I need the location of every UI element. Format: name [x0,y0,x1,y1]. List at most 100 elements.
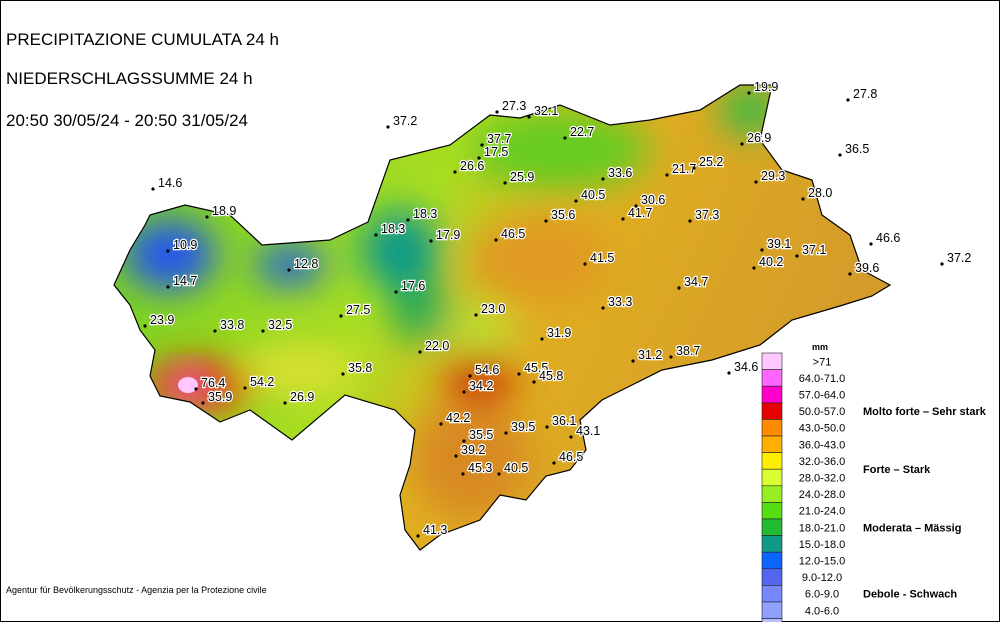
legend-swatch [762,353,782,370]
station-value: 45.8 [539,369,563,383]
station-value: 54.6 [475,363,499,377]
legend-label: 6.0-9.0 [805,589,839,601]
station-dot [665,173,668,176]
station-value: 40.2 [759,255,783,269]
station-dot [429,239,432,242]
station-dot [545,425,548,428]
station-value: 21.7 [672,162,696,176]
legend-swatch [762,502,782,519]
station-value: 54.2 [250,375,274,389]
legend-intensity: Moderata – Mässig [863,522,961,534]
station-value: 35.9 [208,390,232,404]
station-value: 46.5 [559,450,583,464]
station-dot [166,285,169,288]
station-dot [631,359,634,362]
station-dot [692,166,695,169]
station-dot [869,242,872,245]
legend-label: >71 [813,356,832,368]
title-de: NIEDERSCHLAGSSUMME 24 h [6,69,253,88]
legend-swatch [762,453,782,470]
legend-swatch [762,386,782,403]
station-dot [341,372,344,375]
station-dot [462,390,465,393]
station-value: 33.3 [608,295,632,309]
credit: Agentur für Bevölkerungsschutz - Agenzia… [6,585,267,595]
station-value: 37.3 [695,208,719,222]
station-dot [552,461,555,464]
legend-intensity: Debole - Schwach [863,589,957,601]
station-value: 18.3 [381,222,405,236]
legend-label: 32.0-36.0 [799,456,845,468]
station-value: 37.1 [802,243,826,257]
station-dot [243,386,246,389]
station-dot [497,472,500,475]
legend-swatch [762,536,782,553]
station-value: 33.6 [608,166,632,180]
legend-swatch [762,419,782,436]
legend-swatch [762,569,782,586]
station-value: 26.6 [460,159,484,173]
station-dot [621,217,624,220]
legend-label: 36.0-43.0 [799,439,845,451]
station-value: 35.6 [551,208,575,222]
legend-label: 15.0-18.0 [799,539,845,551]
station-dot [495,110,498,113]
station-value: 14.6 [158,176,182,190]
station-dot [439,422,442,425]
station-dot [544,219,547,222]
legend-label: 50.0-57.0 [799,406,845,418]
legend-label: 4.0-6.0 [805,605,839,617]
station-value: 25.9 [510,170,534,184]
legend-swatch [762,619,782,622]
legend-label: 64.0-71.0 [799,373,845,385]
station-value: 28.0 [808,186,832,200]
legend-swatch [762,519,782,536]
legend-swatch [762,469,782,486]
station-value: 43.1 [576,424,600,438]
station-dot [339,314,342,317]
station-value: 25.2 [699,155,723,169]
legend-swatch [762,602,782,619]
station-value: 31.9 [547,326,571,340]
station-value: 27.8 [853,87,877,101]
title-it: PRECIPITAZIONE CUMULATA 24 h [6,30,279,49]
station-value: 26.9 [290,390,314,404]
station-value: 41.5 [590,251,614,265]
station-value: 36.5 [845,142,869,156]
station-dot [846,98,849,101]
station-dot [727,371,730,374]
station-dot [468,374,471,377]
station-value: 18.3 [413,207,437,221]
legend-label: 21.0-24.0 [799,506,845,518]
station-value: 23.0 [481,302,505,316]
station-dot [454,454,457,457]
station-dot [527,115,530,118]
station-value: 36.1 [552,414,576,428]
station-value: 39.1 [767,237,791,251]
station-dot [563,136,566,139]
legend-swatch [762,486,782,503]
station-dot [504,431,507,434]
station-value: 18.9 [212,204,236,218]
legend-swatch [762,370,782,387]
station-value: 12.8 [294,257,318,271]
station-dot [747,91,750,94]
station-dot [213,329,216,332]
station-value: 32.1 [534,104,558,118]
station-dot [601,177,604,180]
station-value: 34.7 [684,275,708,289]
legend-unit: mm [812,342,828,352]
station-dot [848,272,851,275]
legend-swatch [762,403,782,420]
legend-label: 57.0-64.0 [799,390,845,402]
station-value: 14.7 [173,274,197,288]
station-value: 29.3 [761,169,785,183]
station-dot [838,153,841,156]
station-value: 30.6 [641,193,665,207]
station-dot [688,219,691,222]
station-value: 17.6 [401,279,425,293]
station-value: 37.7 [487,132,511,146]
station-value: 40.5 [581,188,605,202]
station-value: 27.3 [502,99,526,113]
station-value: 32.5 [268,318,292,332]
